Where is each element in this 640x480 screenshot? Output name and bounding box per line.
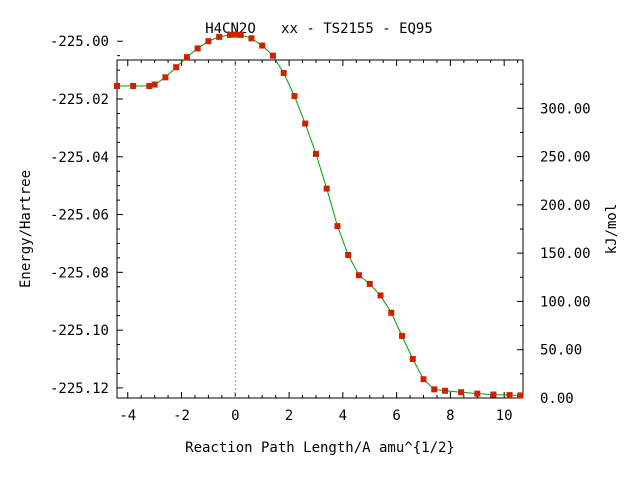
y2-tick-labels: 0.00 50.00 100.00 150.00 200.00 250.00 300.00 xyxy=(540,101,591,407)
data-point xyxy=(355,272,362,279)
y2-tick-label: 250.00 xyxy=(540,150,591,166)
data-point xyxy=(420,376,427,383)
data-point xyxy=(399,332,406,339)
data-point xyxy=(388,309,395,316)
x-tick-label: 6 xyxy=(392,408,400,424)
y-tick-labels: -225.00 -225.02 -225.04 -225.06 -225.08 -225.… xyxy=(50,34,109,397)
x-tick-label: 2 xyxy=(285,408,293,424)
y2-tick-label: 50.00 xyxy=(540,343,582,359)
data-point xyxy=(173,64,180,71)
data-point xyxy=(205,38,212,45)
data-point xyxy=(269,52,276,59)
x-tick-label: -2 xyxy=(173,408,190,424)
plot-frame xyxy=(116,59,524,399)
data-point xyxy=(458,389,465,396)
y2-tick-label: 200.00 xyxy=(540,198,591,214)
x-tick-label: 4 xyxy=(339,408,347,424)
y-tick-label: -225.06 xyxy=(50,208,109,224)
x-tick-label: -4 xyxy=(119,408,136,424)
data-markers xyxy=(114,31,524,399)
data-point xyxy=(114,83,120,89)
y-tick-label: -225.10 xyxy=(50,323,109,339)
data-point xyxy=(291,93,298,100)
data-point xyxy=(226,31,233,38)
data-point xyxy=(151,81,158,88)
data-point xyxy=(248,35,255,42)
data-point xyxy=(345,252,352,258)
data-point xyxy=(474,390,481,397)
y2-axis-label: kJ/mol xyxy=(604,204,620,255)
data-point xyxy=(183,54,190,61)
y2-tick-label: 300.00 xyxy=(540,101,591,117)
y-tick-label: -225.04 xyxy=(50,150,109,166)
y-tick-label: -225.02 xyxy=(50,92,109,108)
data-point xyxy=(366,280,373,287)
data-point xyxy=(130,83,137,89)
y-axis-label: Energy/Hartree xyxy=(18,170,34,288)
x-tick-label: 0 xyxy=(231,408,239,424)
data-point xyxy=(162,74,169,81)
data-point xyxy=(377,292,384,299)
x-tick-labels: -4 -2 0 2 4 6 8 10 xyxy=(119,408,512,424)
data-point xyxy=(194,45,201,52)
x-axis-label: Reaction Path Length/A amu^{1/2} xyxy=(185,440,455,456)
x-tick-label: 8 xyxy=(446,408,454,424)
data-point xyxy=(323,185,330,192)
data-point xyxy=(442,387,449,394)
y-tick-label: -225.12 xyxy=(50,381,109,397)
data-point xyxy=(334,223,341,230)
y2-tick-label: 150.00 xyxy=(540,246,591,262)
data-point xyxy=(506,392,513,399)
x-tick-label: 10 xyxy=(496,408,513,424)
data-point xyxy=(490,391,497,398)
data-point xyxy=(259,42,266,49)
data-point xyxy=(431,386,438,393)
axis-ticks xyxy=(117,40,523,399)
y-tick-label: -225.08 xyxy=(50,265,109,281)
data-point xyxy=(302,120,309,127)
y2-tick-label: 0.00 xyxy=(540,391,574,407)
data-point xyxy=(146,83,153,89)
energy-curve xyxy=(117,34,521,396)
y2-tick-label: 100.00 xyxy=(540,294,591,310)
data-point xyxy=(237,31,244,38)
data-point xyxy=(517,392,524,399)
chart-title: H4CN2O xx - TS2155 - EQ95 xyxy=(205,21,433,37)
data-point xyxy=(280,70,287,76)
data-point xyxy=(312,150,319,157)
data-point xyxy=(216,33,223,40)
data-point xyxy=(232,31,239,38)
data-point xyxy=(409,356,416,362)
y-tick-label: -225.00 xyxy=(50,34,109,50)
